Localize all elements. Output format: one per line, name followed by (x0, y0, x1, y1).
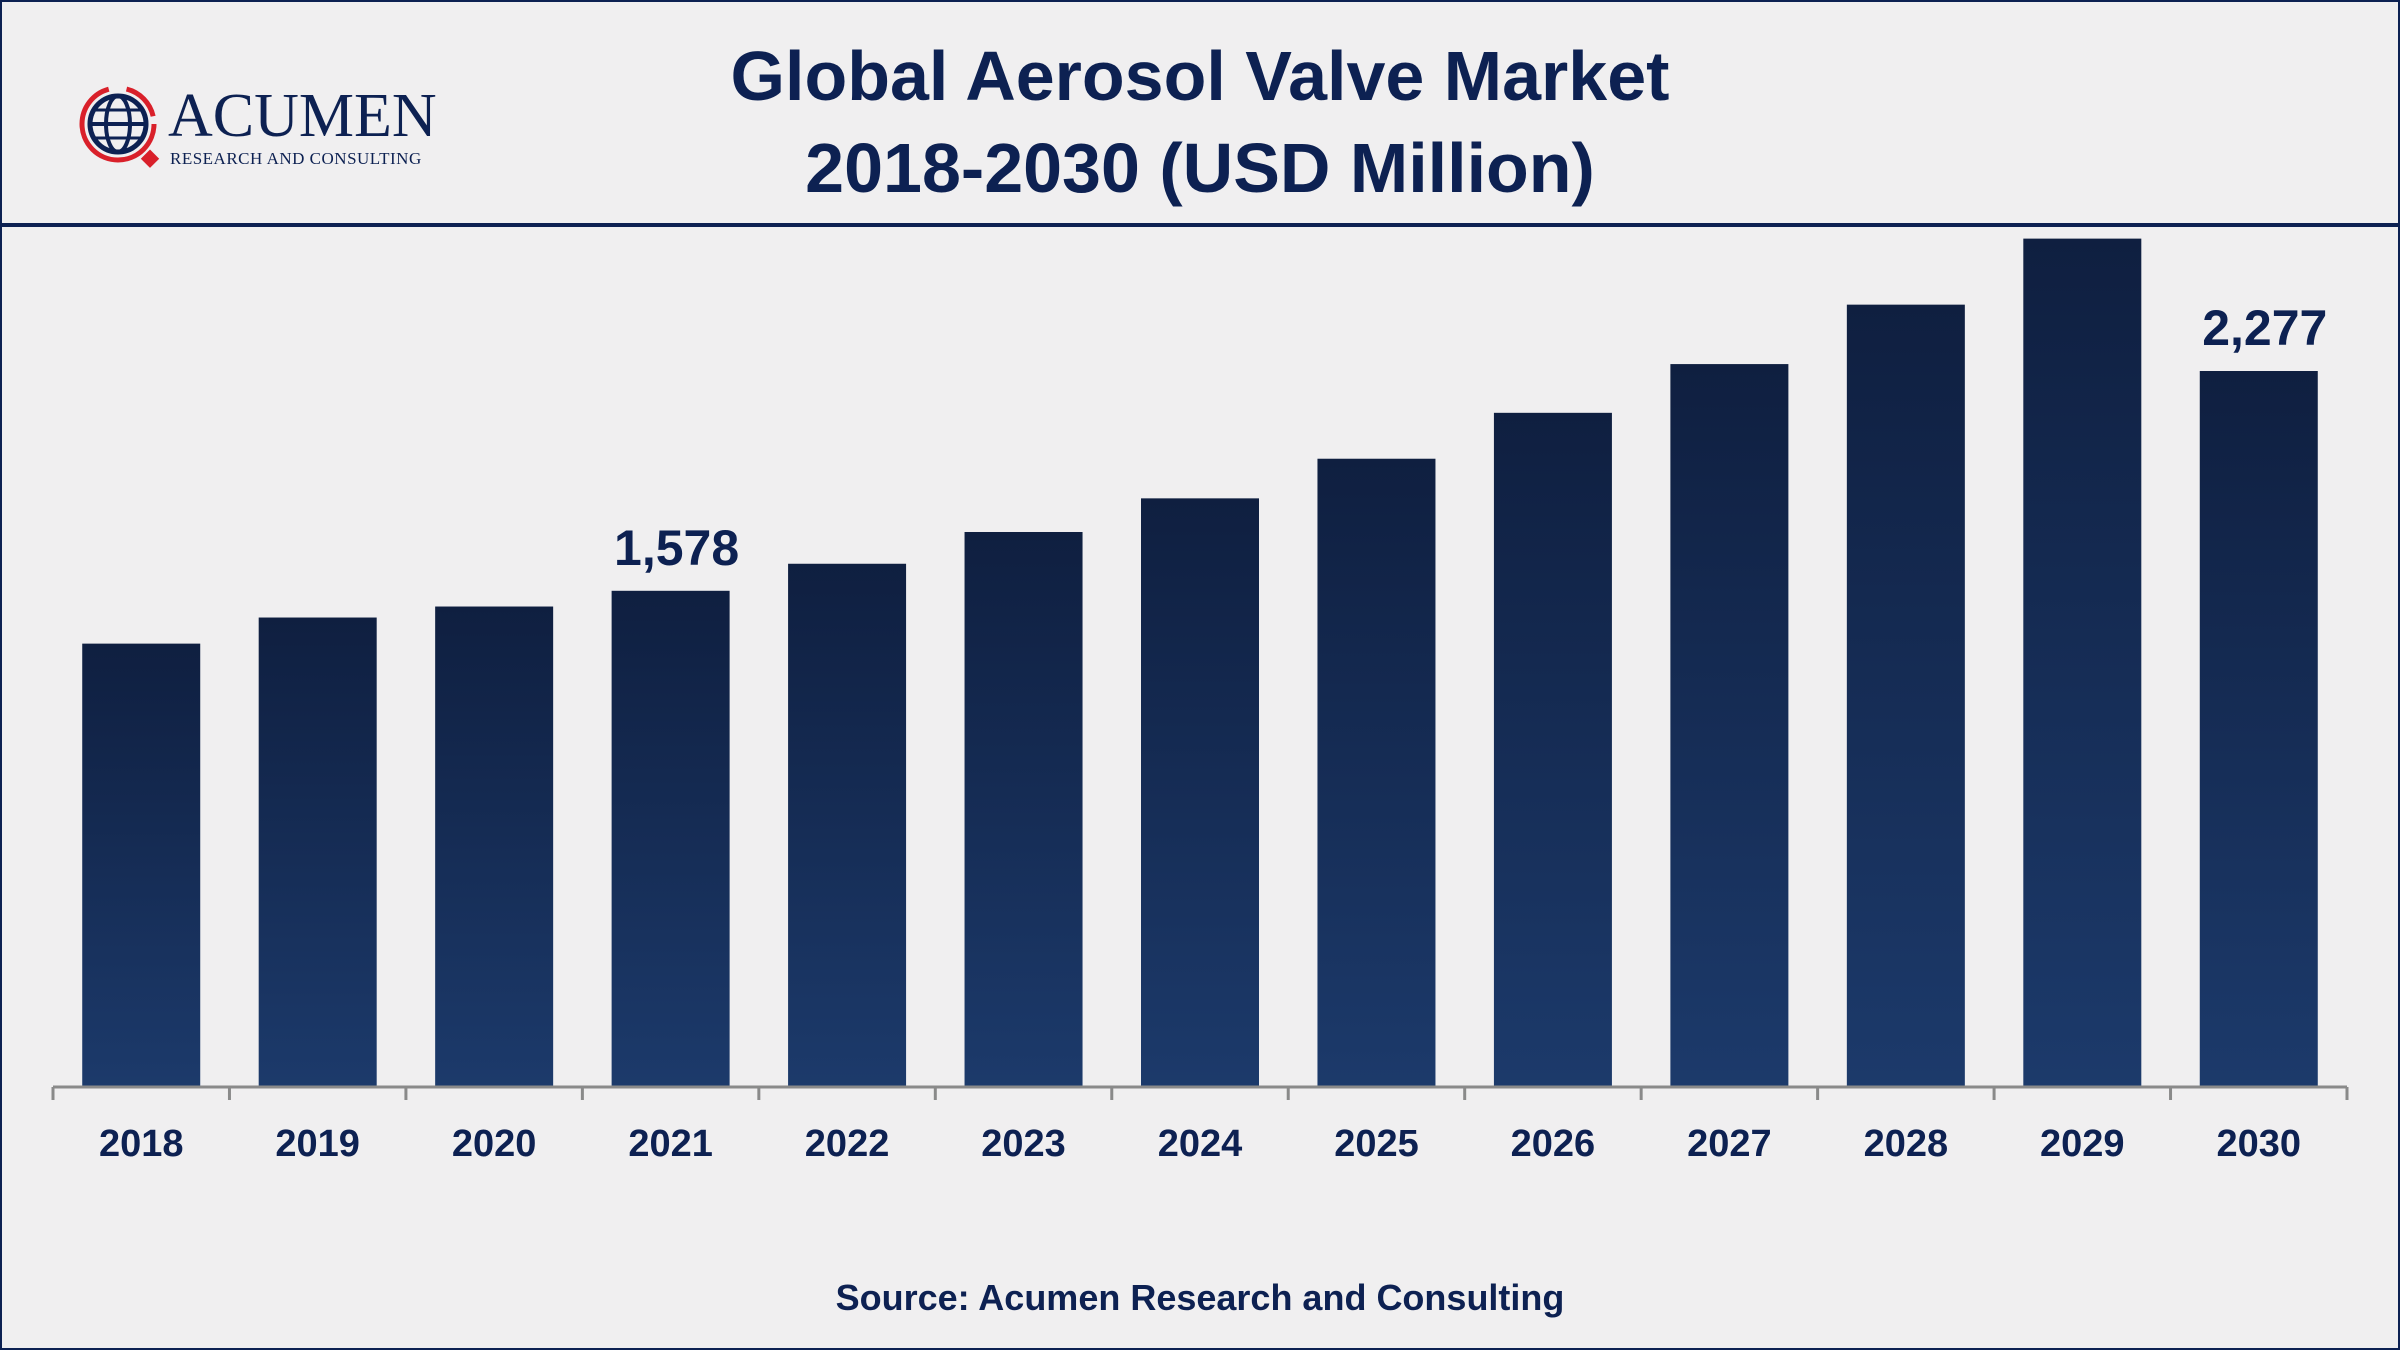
source-note: Source: Acumen Research and Consulting (835, 1277, 1565, 1318)
bar-2027 (1670, 364, 1789, 1087)
x-tick-label-2028: 2028 (1864, 1123, 1949, 1165)
x-tick-label-2029: 2029 (2040, 1123, 2125, 1165)
data-label-2030: 2,277 (2202, 300, 2327, 356)
x-tick-label-2026: 2026 (1511, 1123, 1596, 1165)
x-tick-label-2027: 2027 (1687, 1123, 1772, 1165)
bar-2028 (1846, 304, 1965, 1087)
bar-2029 (2023, 238, 2142, 1087)
bar-2023 (964, 531, 1083, 1087)
x-tick-label-2025: 2025 (1334, 1123, 1419, 1165)
data-labels: 1,578 2,277 (614, 300, 2327, 576)
bar-2021 (611, 590, 730, 1087)
bar-2019 (258, 617, 377, 1087)
x-tick-label-2023: 2023 (981, 1123, 1066, 1165)
chart-title-line2: 2018-2030 (USD Million) (805, 129, 1595, 207)
bar-2025 (1317, 458, 1436, 1088)
bar-2018 (82, 643, 201, 1087)
x-tick-labels: 2018 2019 2020 2021 2022 2023 2024 2025 2026 2027… (99, 1123, 2301, 1165)
x-tick-label-2019: 2019 (275, 1123, 360, 1165)
bar-2026 (1493, 412, 1612, 1087)
x-tick-label-2018: 2018 (99, 1123, 184, 1165)
bar-series (82, 238, 2318, 1088)
x-tick-label-2022: 2022 (805, 1123, 890, 1165)
data-label-2021: 1,578 (614, 520, 739, 576)
bar-2022 (788, 563, 907, 1087)
logo-subtext: RESEARCH AND CONSULTING (170, 149, 422, 168)
chart-title: Global Aerosol Valve Market 2018-2030 (U… (400, 30, 2000, 214)
bar-chart: 2018 2019 2020 2021 2022 2023 2024 2025 2026 2027… (51, 238, 2349, 1165)
x-tick-label-2030: 2030 (2216, 1123, 2301, 1165)
header-divider (0, 223, 2400, 227)
bar-2024 (1141, 498, 1259, 1087)
x-tick-label-2020: 2020 (452, 1123, 537, 1165)
x-tick-label-2021: 2021 (628, 1123, 713, 1165)
bar-2030 (2199, 371, 2318, 1087)
x-tick-label-2024: 2024 (1158, 1123, 1243, 1165)
chart-title-line1: Global Aerosol Valve Market (730, 37, 1670, 115)
company-logo: ACUMEN RESEARCH AND CONSULTING (79, 82, 437, 168)
x-axis (51, 1085, 2349, 1100)
globe-icon (79, 85, 160, 168)
logo-wordmark: ACUMEN (168, 82, 437, 150)
bar-2020 (435, 606, 554, 1087)
